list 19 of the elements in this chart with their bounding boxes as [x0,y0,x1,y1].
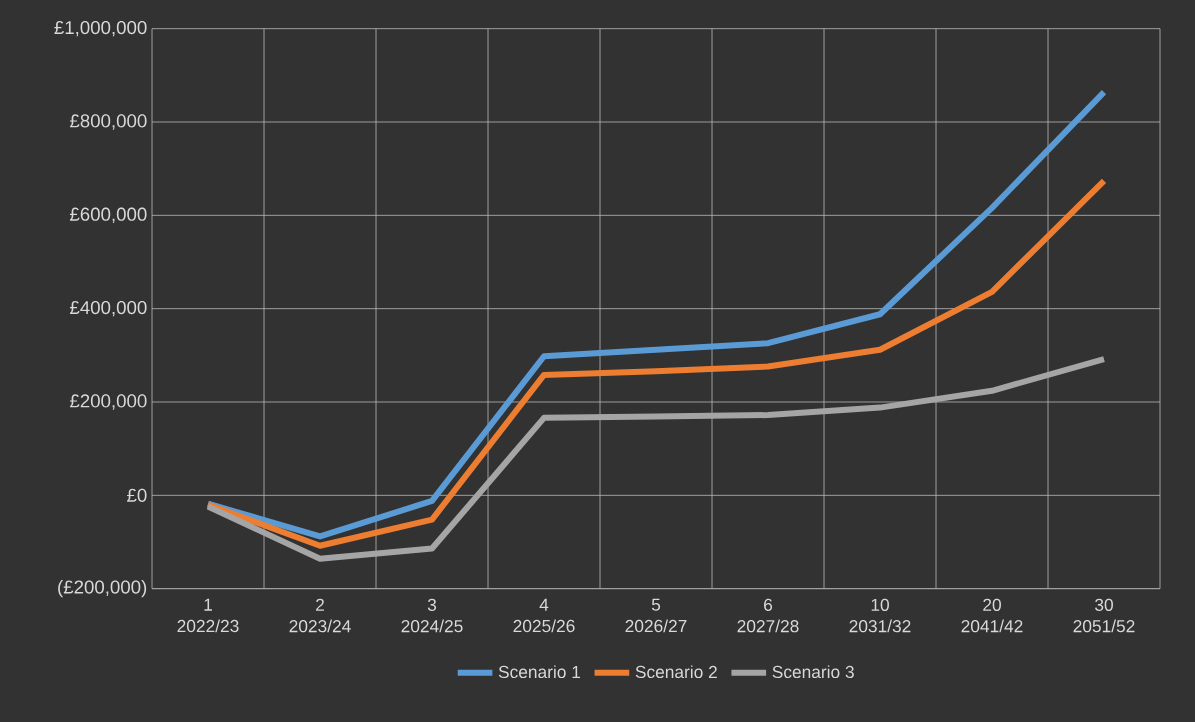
legend-label: Scenario 1 [498,665,581,679]
x-tick-label: 2 2023/24 [289,598,351,633]
x-tick-label: 6 2027/28 [737,598,799,633]
x-tick-label: 20 2041/42 [961,598,1023,633]
y-tick-label: £0 [127,488,147,502]
x-tick-label: 4 2025/26 [513,598,575,633]
y-tick-label: (£200,000) [58,579,147,598]
y-tick-label: £600,000 [69,207,147,224]
x-tick-label: 1 2022/23 [177,598,239,633]
y-tick-label: £1,000,000 [54,20,147,37]
x-tick-label: 5 2026/27 [625,598,687,633]
x-tick-label: 3 2024/25 [401,598,463,633]
y-tick-label: £800,000 [69,114,147,130]
y-tick-label: £400,000 [69,300,147,317]
y-tick-label: £200,000 [69,394,147,410]
x-tick-label: 10 2031/32 [849,598,911,633]
x-tick-label: 30 2051/52 [1073,598,1135,633]
legend-label: Scenario 3 [772,665,854,679]
legend-label: Scenario 2 [635,665,717,679]
